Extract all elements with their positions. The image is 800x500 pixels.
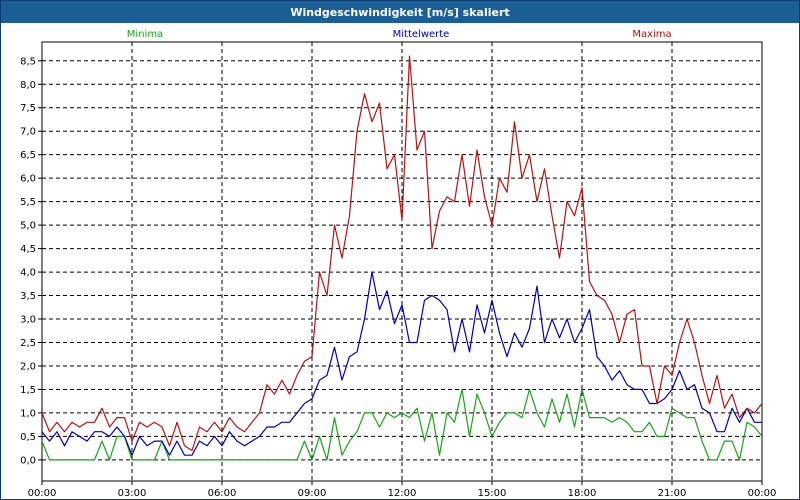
x-tick-time: 06:00 [208,488,237,499]
y-tick-label: 7,0 [20,127,36,138]
y-axis-ticks: 0,0 0,5 1,0 1,5 2,0 2,5 3,0 3,5 4,0 4,5 5,0 5,5 6,0 6… [20,56,42,466]
y-tick-label: 5,5 [20,197,36,208]
series-line-mittelwerte [41,271,762,456]
title-bar: Windgeschwindigkeit [m/s] skaliert [1,1,799,23]
x-tick-time: 09:00 [298,488,327,499]
x-tick-time: 00:00 [748,488,777,499]
y-tick-label: 8,0 [20,80,36,91]
x-tick-time: 15:00 [478,488,507,499]
y-tick-label: 5,0 [20,221,36,232]
y-tick-label: 4,5 [20,244,36,255]
grid-lines [42,42,762,481]
y-tick-label: 2,5 [20,338,36,349]
wind-speed-chart: 0,0 0,5 1,0 1,5 2,0 2,5 3,0 3,5 4,0 4,5 5,0 5,5 6,0 6… [20,29,777,499]
y-tick-label: 3,0 [20,315,36,326]
series-line-maxima [41,55,763,452]
y-tick-label: 6,0 [20,174,36,185]
y-tick-label: 8,5 [20,56,36,67]
series-lines [41,55,763,461]
x-tick-time: 21:00 [658,488,687,499]
y-tick-label: 0,0 [20,455,36,466]
y-tick-label: 1,0 [20,408,36,419]
y-tick-label: 1,5 [20,385,36,396]
legend-mittelwerte: Mittelwerte [393,29,450,40]
y-tick-label: 6,5 [20,150,36,161]
legend-maxima: Maxima [632,29,671,40]
y-tick-label: 4,0 [20,268,36,279]
y-tick-label: 7,5 [20,103,36,114]
x-tick-time: 00:00 [28,488,57,499]
x-tick-time: 03:00 [118,488,147,499]
legend-minima: Minima [127,29,163,40]
x-tick-time: 18:00 [568,488,597,499]
y-tick-label: 2,0 [20,361,36,372]
legend: Minima Mittelwerte Maxima [127,29,672,40]
y-tick-label: 3,5 [20,291,36,302]
window-title: Windgeschwindigkeit [m/s] skaliert [290,5,510,19]
y-tick-label: 0,5 [20,432,36,443]
x-tick-time: 12:00 [388,488,417,499]
x-axis-ticks: 00:0015.08.0903:0015.08.0906:0015.08.090… [28,481,777,499]
